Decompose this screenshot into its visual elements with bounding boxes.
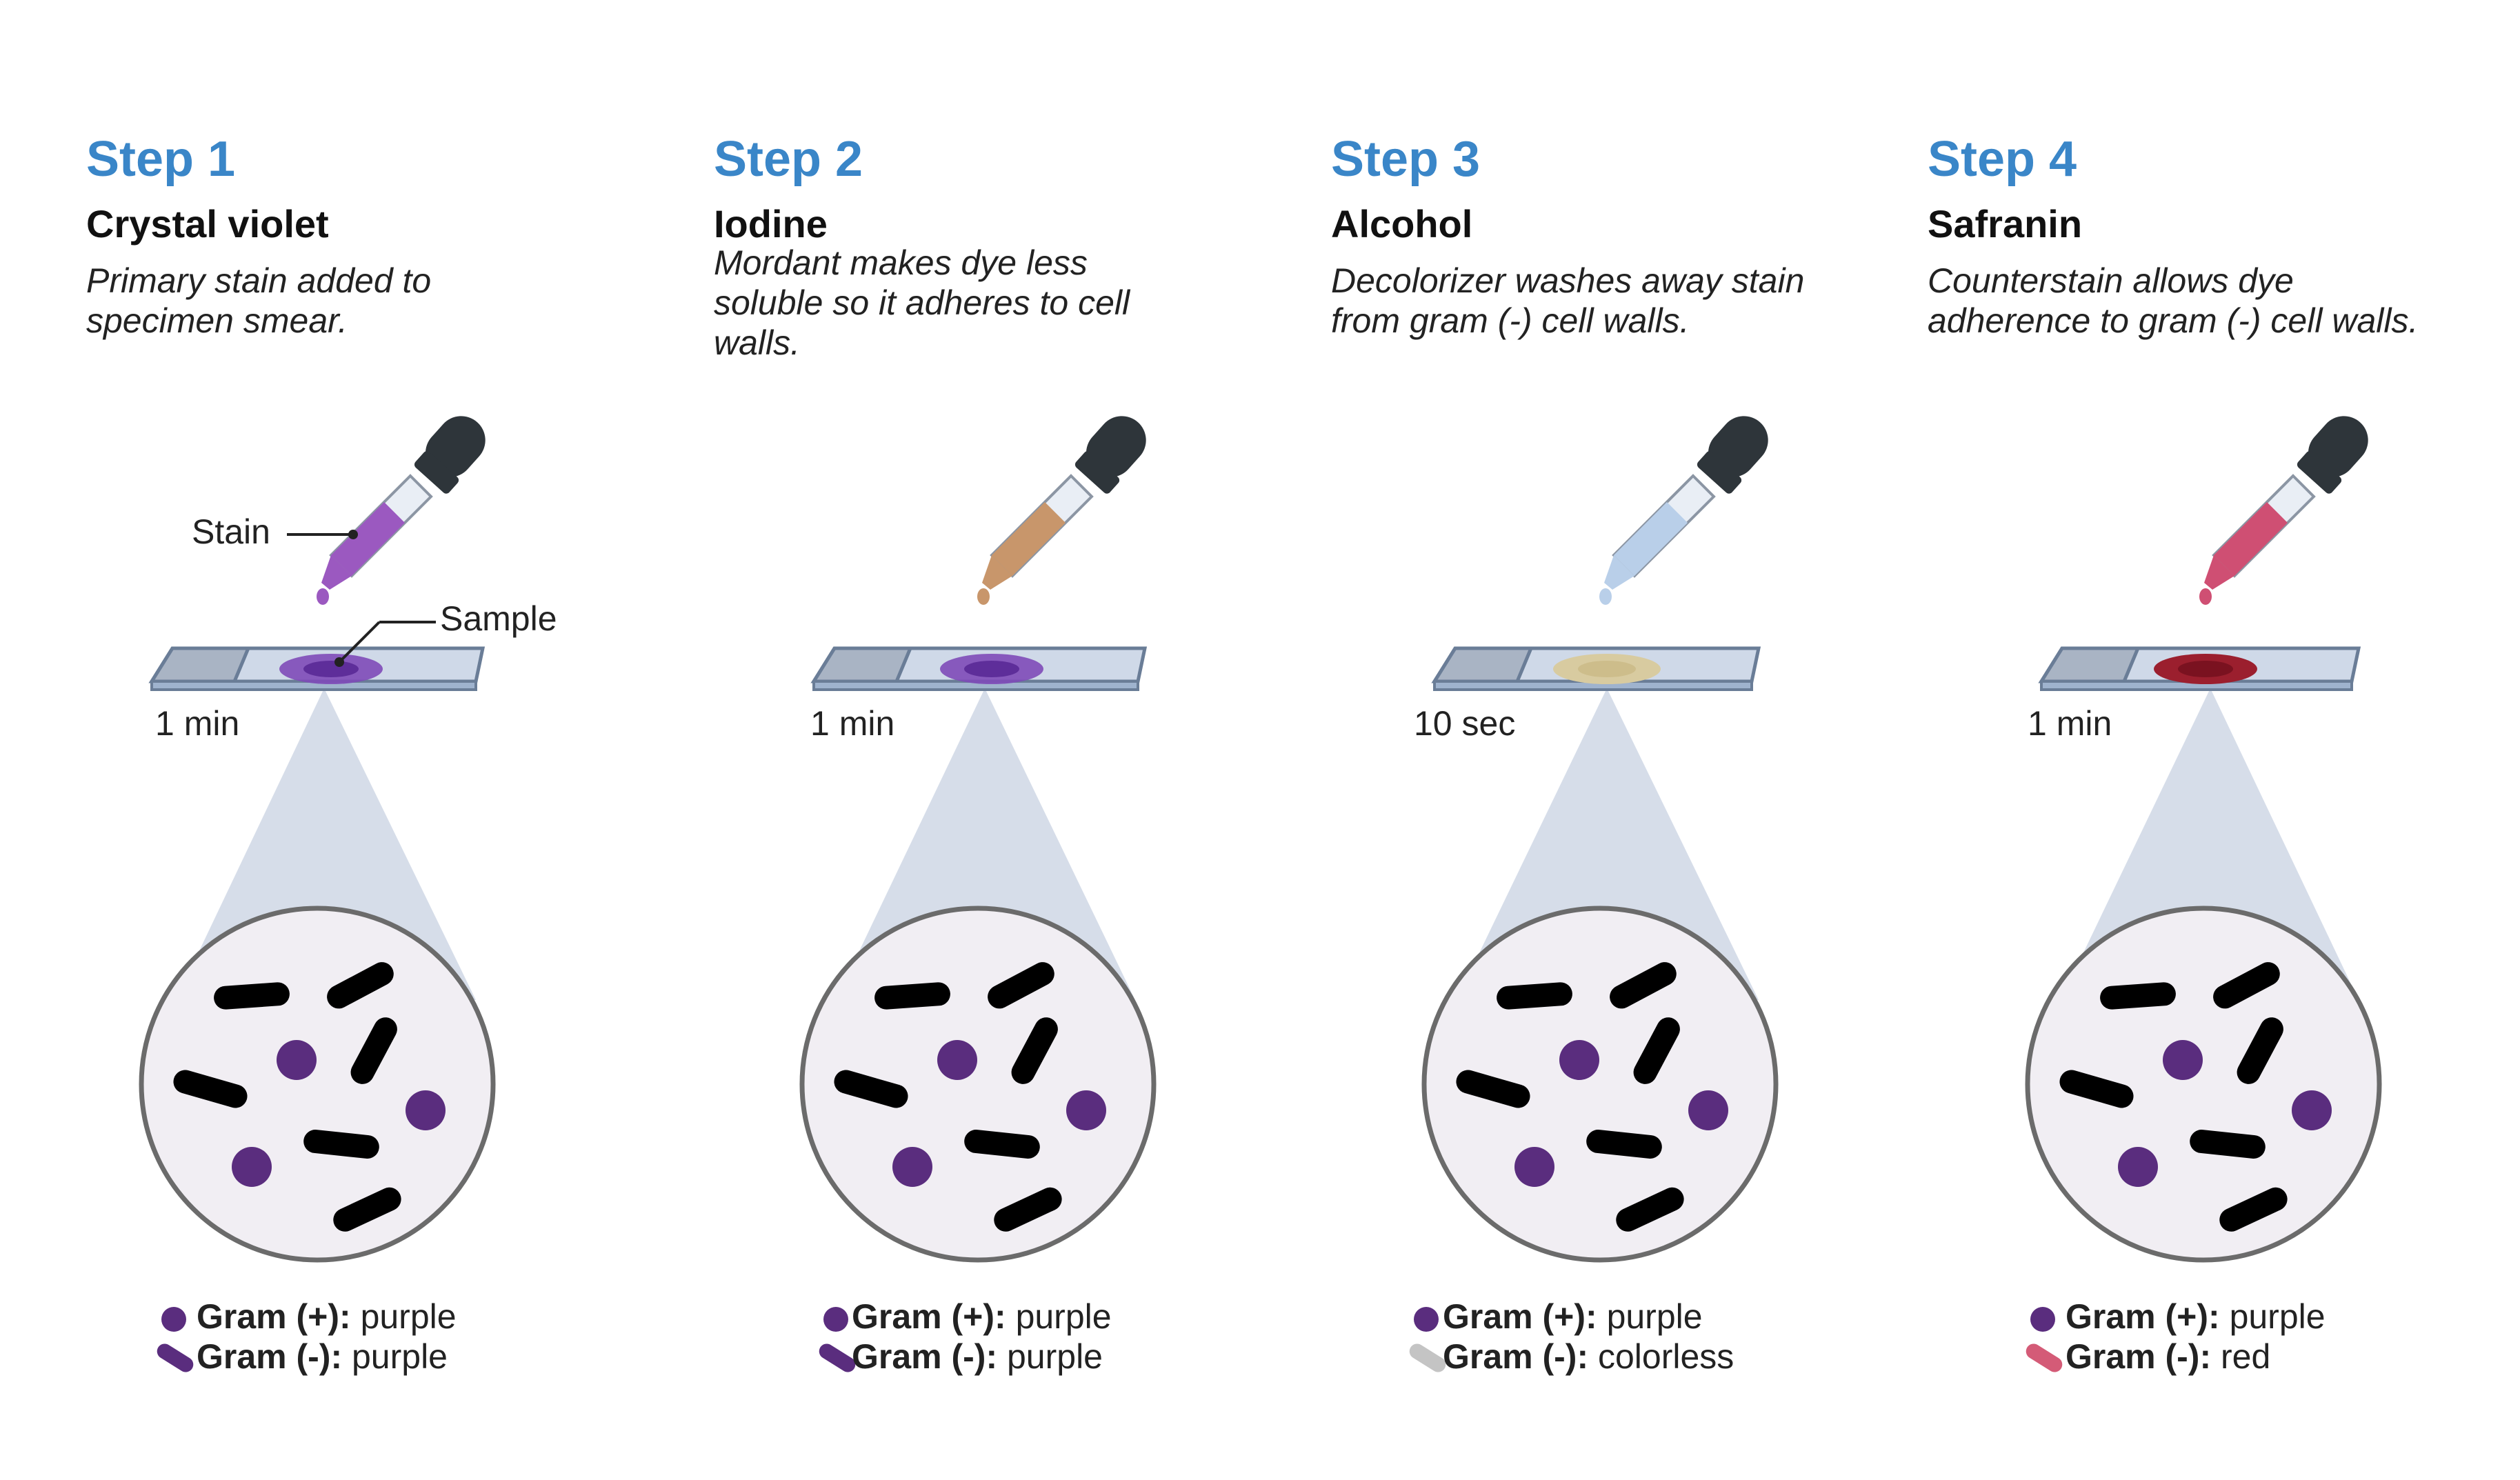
- step-2: Step 2 Iodine Mordant makes dye less sol…: [714, 0, 1334, 1480]
- drop-icon: [317, 588, 329, 605]
- dropper-liquid: [1614, 502, 1688, 576]
- legend-coccus-icon: [823, 1307, 848, 1332]
- legend-coccus-icon: [1414, 1307, 1439, 1332]
- dropper: [977, 416, 1146, 605]
- legend-value: purple: [1007, 1337, 1103, 1376]
- legend-value: red: [2221, 1337, 2271, 1376]
- legend-label: Gram (-):: [197, 1337, 352, 1376]
- reagent-name: Iodine: [714, 202, 828, 246]
- step-description: Decolorizer washes away stain from gram …: [1331, 261, 1805, 340]
- dropper-bulb: [425, 416, 486, 477]
- step-1-art: [139, 416, 496, 1372]
- legend-label: Gram (+):: [852, 1297, 1016, 1336]
- legend-value: purple: [1015, 1297, 1112, 1336]
- step-3: Step 3 Alcohol Decolorizer washes away s…: [1331, 0, 1952, 1480]
- dropper: [317, 416, 486, 605]
- dropper-liquid: [331, 502, 405, 576]
- duration-label: 1 min: [155, 704, 240, 743]
- legend-value: colorless: [1598, 1337, 1734, 1376]
- legend-coccus-icon: [2030, 1307, 2055, 1332]
- legend-gram-negative: Gram (-): purple: [852, 1337, 1103, 1377]
- step-description: Primary stain added to specimen smear.: [86, 261, 432, 340]
- dropper: [2199, 416, 2368, 605]
- legend-label: Gram (-):: [1443, 1337, 1598, 1376]
- legend-gram-positive: Gram (+): purple: [1443, 1297, 1703, 1337]
- legend-gram-positive: Gram (+): purple: [2066, 1297, 2326, 1337]
- step-description: Mordant makes dye less soluble so it adh…: [714, 243, 1130, 362]
- step-4: Step 4 Safranin Counterstain allows dye …: [1928, 0, 2520, 1480]
- step-description: Counterstain allows dye adherence to gra…: [1928, 261, 2419, 340]
- legend-rod-icon: [2026, 1343, 2063, 1372]
- legend-value: purple: [360, 1297, 457, 1336]
- legend-coccus-icon: [161, 1307, 186, 1332]
- reagent-name: Alcohol: [1331, 202, 1473, 246]
- legend-gram-negative: Gram (-): purple: [197, 1337, 448, 1377]
- step-title: Step 1: [86, 132, 236, 187]
- dropper: [1599, 416, 1768, 605]
- legend-rod-icon: [819, 1343, 856, 1372]
- duration-label: 1 min: [810, 704, 895, 743]
- sample-callout: Sample: [440, 599, 557, 638]
- reagent-name: Safranin: [1928, 202, 2083, 246]
- legend-value: purple: [352, 1337, 448, 1376]
- step-title: Step 2: [714, 132, 863, 187]
- legend-label: Gram (-):: [852, 1337, 1007, 1376]
- step-title: Step 4: [1928, 132, 2077, 187]
- step-1: Step 1 Crystal violet Primary stain adde…: [86, 0, 707, 1480]
- legend-label: Gram (+):: [1443, 1297, 1607, 1336]
- legend-label: Gram (+):: [2066, 1297, 2230, 1336]
- step-title: Step 3: [1331, 132, 1481, 187]
- reagent-name: Crystal violet: [86, 202, 329, 246]
- step-2-art: [799, 416, 1157, 1372]
- legend-gram-negative: Gram (-): red: [2066, 1337, 2270, 1377]
- legend-value: purple: [1606, 1297, 1703, 1336]
- drop-icon: [977, 588, 990, 605]
- dropper-bulb: [1708, 416, 1768, 477]
- legend-gram-positive: Gram (+): purple: [852, 1297, 1112, 1337]
- drop-icon: [1599, 588, 1612, 605]
- legend-rod-icon: [157, 1343, 194, 1372]
- legend-gram-positive: Gram (+): purple: [197, 1297, 457, 1337]
- legend-gram-negative: Gram (-): colorless: [1443, 1337, 1734, 1377]
- dropper-bulb: [1086, 416, 1146, 477]
- step-4-art: [2025, 416, 2382, 1372]
- duration-label: 10 sec: [1414, 704, 1516, 743]
- dropper-bulb: [2308, 416, 2368, 477]
- legend-rod-icon: [1409, 1343, 1446, 1372]
- dropper-liquid: [2214, 502, 2288, 576]
- step-3-art: [1409, 416, 1779, 1372]
- stain-callout: Stain: [192, 512, 270, 551]
- drop-icon: [2199, 588, 2212, 605]
- legend-label: Gram (+):: [197, 1297, 361, 1336]
- legend-value: purple: [2229, 1297, 2326, 1336]
- legend-label: Gram (-):: [2066, 1337, 2221, 1376]
- dropper-liquid: [992, 502, 1066, 576]
- duration-label: 1 min: [2028, 704, 2112, 743]
